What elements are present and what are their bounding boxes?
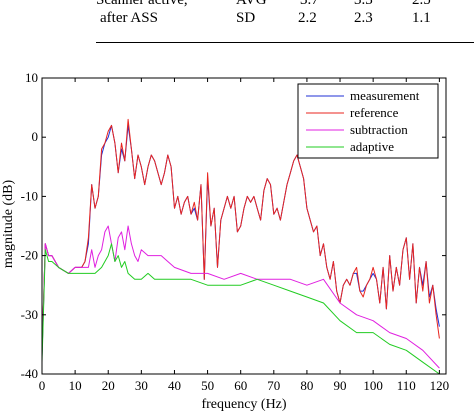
- y-tick-label: -20: [21, 248, 38, 263]
- plot-frame: [41, 77, 447, 375]
- x-tick-label: 120: [430, 378, 450, 393]
- x-tick-label: 0: [39, 378, 46, 393]
- table-bottom-rule: [96, 42, 474, 43]
- table-cell: 1.1: [412, 10, 431, 26]
- table-fragment: Scanner active, AVG 3.7 3.3 2.5 after AS…: [96, 0, 474, 46]
- series-line-adaptive: [41, 243, 440, 375]
- x-tick-label: 20: [102, 378, 115, 393]
- series-line-reference: [41, 118, 440, 351]
- legend-label-measurement: measurement: [350, 88, 420, 103]
- table-cell: 2.2: [298, 10, 317, 26]
- x-tick-label: 70: [267, 378, 280, 393]
- x-tick-label: 50: [201, 378, 214, 393]
- legend-label-reference: reference: [350, 105, 399, 120]
- x-tick-label: 110: [397, 378, 416, 393]
- x-tick-label: 10: [69, 378, 82, 393]
- table-metric: SD: [236, 10, 256, 26]
- y-tick-label: 10: [25, 70, 38, 85]
- legend-label-subtraction: subtraction: [350, 122, 408, 137]
- legend: measurement reference subtraction adaptive: [297, 83, 439, 159]
- x-tick-label: 100: [363, 378, 383, 393]
- line-chart: 0 10 20 30 40 50 60 70 80 90 100 110 120100-10-20-30…: [1, 70, 449, 412]
- table-row-label: Scanner active,: [96, 0, 188, 8]
- series-line-subtraction: [41, 225, 440, 369]
- y-tick-label: -10: [21, 188, 38, 203]
- table-cell: 3.7: [300, 0, 319, 8]
- axes-layer: 0 10 20 30 40 50 60 70 80 90 100 110 120100-10-20-30…: [21, 70, 449, 393]
- table-cell: 2.5: [412, 0, 431, 8]
- table-cell: 2.3: [354, 10, 373, 26]
- x-axis-label: frequency (Hz): [201, 397, 286, 412]
- x-tick-label: 60: [234, 378, 247, 393]
- y-axis-label: magnitude (dB): [1, 180, 16, 269]
- table-metric: AVG: [236, 0, 267, 8]
- table-cell: 3.3: [354, 0, 373, 8]
- legend-label-adaptive: adaptive: [350, 139, 394, 154]
- y-tick-label: -30: [21, 307, 38, 322]
- x-tick-label: 90: [334, 378, 347, 393]
- series-line-measurement: [41, 124, 440, 357]
- series-layer: [41, 118, 440, 375]
- x-tick-label: 40: [168, 378, 181, 393]
- y-tick-label: 0: [32, 129, 39, 144]
- y-tick-label: -40: [21, 366, 38, 381]
- table-row-label: after ASS: [100, 10, 158, 26]
- x-tick-label: 30: [135, 378, 148, 393]
- x-tick-label: 80: [300, 378, 313, 393]
